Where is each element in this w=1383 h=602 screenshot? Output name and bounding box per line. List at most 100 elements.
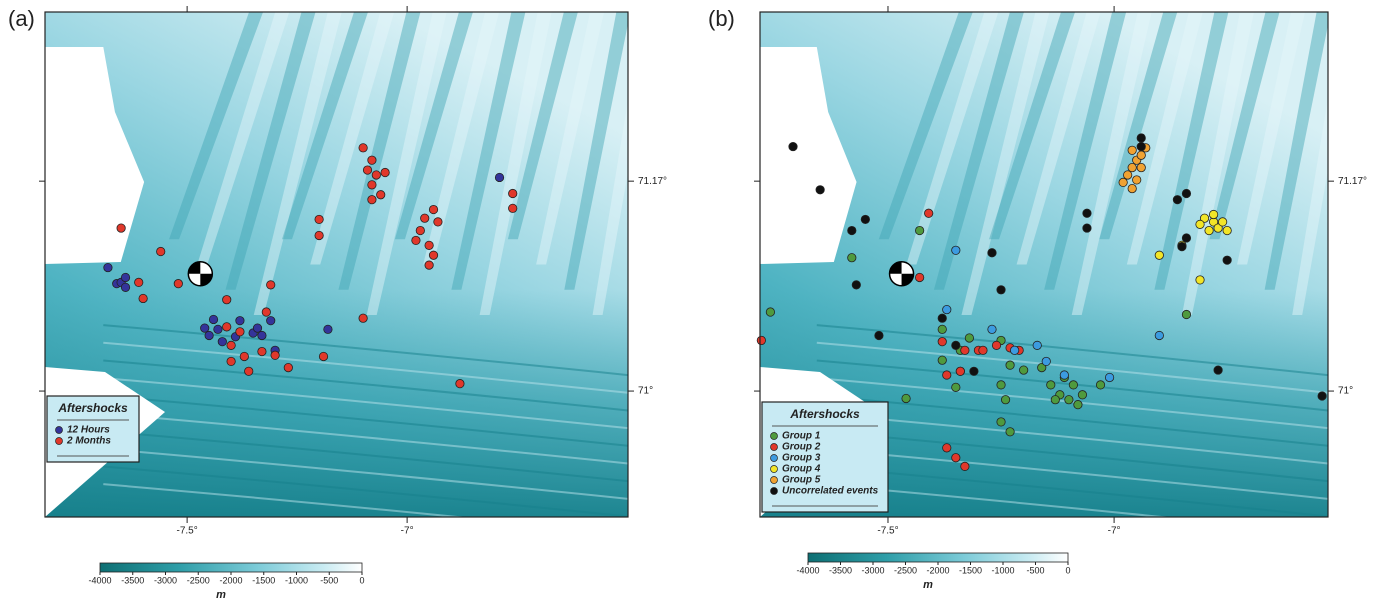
aftershock [358, 143, 368, 153]
aftershock [987, 248, 997, 258]
focal-mechanism-quadrant [200, 273, 213, 286]
aftershock [1059, 370, 1069, 380]
aftershock [1104, 372, 1115, 383]
ridge [479, 12, 552, 315]
map-area [760, 12, 1328, 517]
aftershock [964, 333, 974, 343]
aftershock [424, 260, 434, 270]
ridge [933, 12, 1024, 290]
no-data [760, 47, 857, 264]
focal-mechanism-quadrant [889, 261, 902, 274]
legend-marker [770, 476, 778, 484]
aftershock [951, 382, 961, 392]
aftershock [996, 285, 1006, 295]
ridge [1264, 12, 1328, 290]
focal-mechanism-quadrant [901, 273, 914, 286]
colorbar-unit: m [216, 589, 226, 601]
aftershock [420, 213, 430, 223]
aftershock [1118, 177, 1128, 187]
aftershock [235, 316, 245, 326]
aftershock [942, 443, 952, 453]
aftershock [494, 172, 505, 183]
aftershock [1064, 395, 1074, 405]
escarpment [103, 465, 628, 517]
aftershock [257, 346, 267, 357]
aftershock [252, 323, 263, 333]
aftershock [1181, 309, 1192, 320]
colorbar [99, 562, 363, 573]
legend-marker [55, 426, 63, 434]
aftershock [1181, 188, 1192, 199]
panel-label: (b) [708, 6, 735, 31]
aftershock [173, 279, 183, 289]
aftershock [1132, 175, 1142, 185]
ridge [989, 12, 1076, 240]
colorbar-tick-label: -4000 [88, 575, 111, 585]
aftershock [1032, 340, 1042, 350]
aftershock [1195, 275, 1205, 285]
ridge [878, 12, 973, 240]
aftershock [239, 351, 249, 362]
ridge [1292, 98, 1328, 315]
aftershock [951, 245, 961, 255]
aftershock [860, 214, 870, 225]
aftershock [937, 313, 947, 323]
aftershock [1000, 395, 1011, 405]
aftershock [1082, 208, 1092, 218]
ridge [366, 12, 447, 315]
aftershock [1046, 380, 1056, 390]
aftershock [217, 337, 227, 347]
escarpment [816, 324, 1328, 377]
ridge [536, 12, 605, 265]
x-tick-label: -7.5° [177, 526, 198, 537]
x-tick-label: -7.5° [877, 526, 898, 537]
aftershock [960, 345, 970, 355]
panel-label: (a) [8, 6, 35, 31]
aftershock [415, 225, 425, 236]
aftershock [937, 337, 947, 347]
colorbar-tick-label: -2000 [219, 575, 242, 585]
aftershock [915, 272, 925, 283]
legend-label: Group 5 [782, 475, 821, 486]
colorbar-tick-label: -500 [320, 575, 338, 585]
aftershock [815, 185, 825, 195]
legend-label: Group 3 [782, 453, 821, 464]
ridge [451, 12, 526, 290]
ridge [253, 12, 342, 315]
aftershock [138, 293, 148, 304]
ridge [197, 12, 290, 265]
ridge [1071, 12, 1152, 315]
aftershock [120, 282, 131, 292]
aftershock [1127, 162, 1137, 173]
aftershock [1136, 150, 1146, 160]
y-tick-label: 71.17° [1338, 176, 1367, 187]
aftershock [314, 230, 324, 241]
aftershock [371, 170, 381, 180]
aftershock [380, 167, 390, 178]
aftershock [235, 327, 245, 337]
legend-marker [770, 443, 778, 451]
aftershock [222, 322, 232, 332]
escarpment [103, 394, 628, 447]
aftershock [1177, 241, 1187, 252]
aftershock [951, 453, 961, 463]
ridge [1126, 12, 1203, 265]
ridge [281, 12, 368, 240]
aftershock [874, 330, 884, 341]
map-frame [759, 11, 1329, 518]
aftershock [318, 351, 329, 362]
aftershock [1136, 133, 1146, 143]
aftershock [924, 208, 934, 218]
colorbar-tick-label: -3500 [121, 575, 144, 585]
aftershock [376, 190, 386, 200]
aftershock [1136, 162, 1146, 173]
aftershock [1010, 345, 1020, 355]
aftershock [1005, 360, 1015, 370]
ridge [1154, 12, 1229, 290]
escarpment [103, 359, 628, 412]
aftershock [851, 280, 861, 290]
map-area [45, 12, 628, 517]
ridge [169, 12, 264, 240]
x-tick-label: -7° [401, 526, 414, 537]
aftershock [266, 316, 276, 326]
